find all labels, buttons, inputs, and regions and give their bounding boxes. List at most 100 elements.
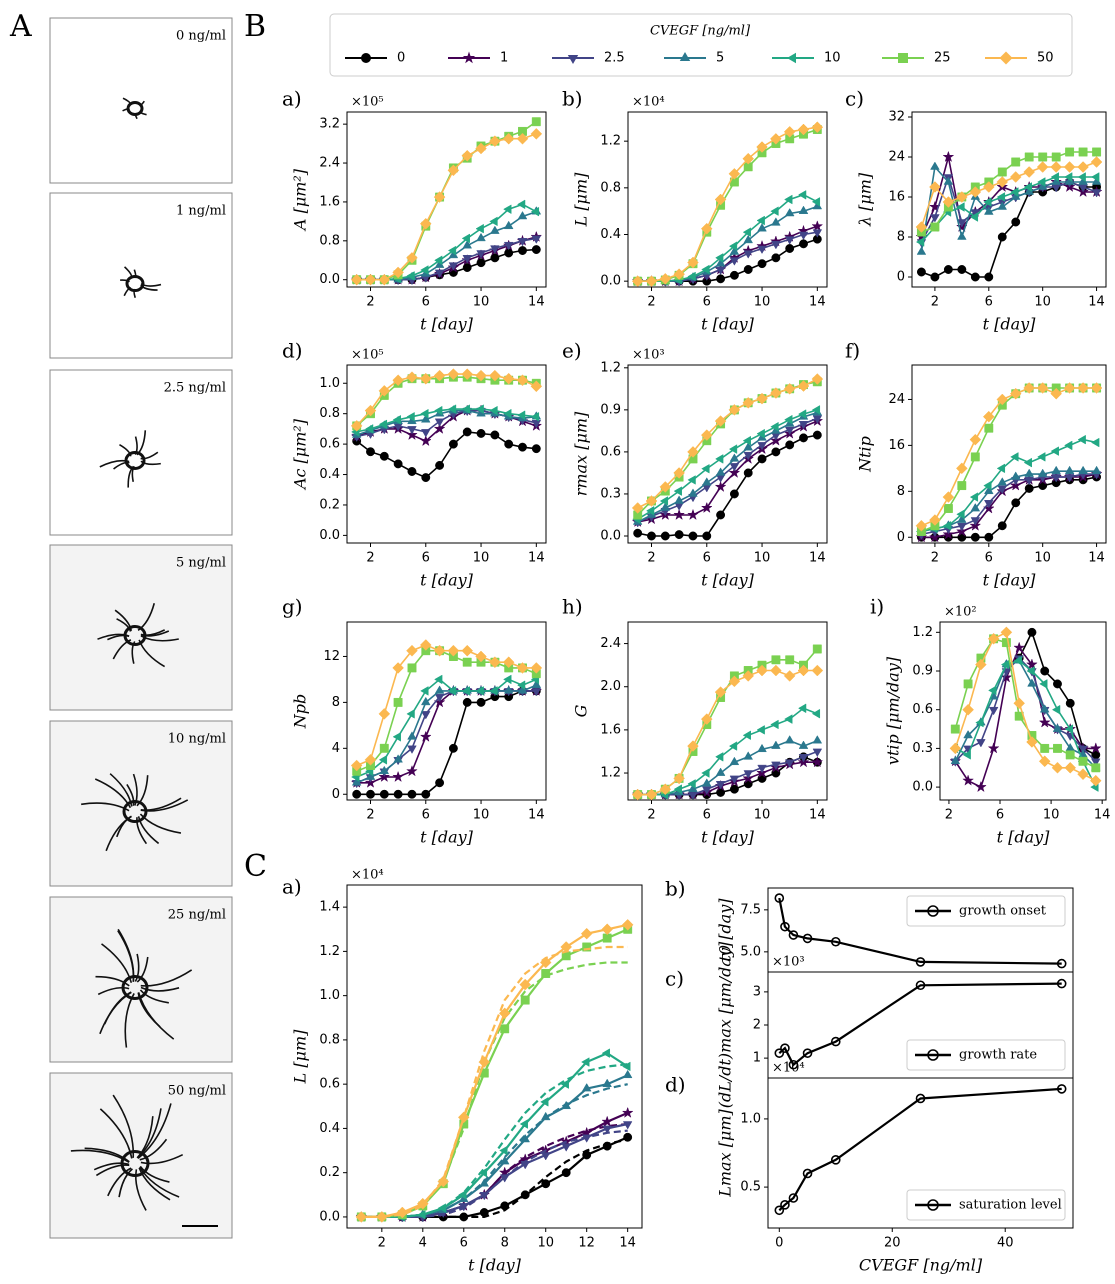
- marker: [987, 632, 1000, 645]
- axis-offset: ×10⁴: [772, 1061, 805, 1076]
- marker: [561, 1143, 572, 1152]
- x-tick-label: 2: [647, 295, 655, 310]
- marker: [788, 930, 799, 940]
- sprout: [114, 609, 133, 631]
- marker: [406, 411, 415, 422]
- y-tick-label: 2.0: [600, 679, 621, 694]
- plot-frame: [911, 364, 1107, 544]
- marker: [962, 750, 971, 760]
- marker: [1010, 187, 1019, 197]
- marker: [1078, 756, 1088, 766]
- marker: [757, 454, 767, 464]
- y-tick-label: 24: [888, 392, 905, 407]
- marker: [1090, 156, 1103, 168]
- sprout: [70, 1149, 130, 1164]
- marker: [1050, 446, 1059, 456]
- y-tick-label: 0.0: [600, 274, 621, 289]
- marker: [365, 424, 374, 434]
- sprout: [112, 1094, 135, 1158]
- marker: [756, 428, 765, 439]
- sprout: [97, 986, 130, 996]
- marker: [997, 477, 1008, 486]
- marker: [364, 273, 377, 286]
- marker: [1056, 1084, 1067, 1094]
- marker: [1026, 666, 1035, 676]
- sprout: [140, 635, 179, 642]
- x-tick-label: 10: [1034, 551, 1051, 566]
- marker: [475, 142, 487, 155]
- sprout: [81, 802, 130, 812]
- marker: [1023, 166, 1036, 178]
- cell-sketch: [81, 773, 189, 852]
- sprout: [140, 460, 161, 466]
- y-axis-label: Ac [μm²]: [291, 418, 310, 491]
- marker: [516, 662, 529, 674]
- sprout: [140, 986, 180, 992]
- x-tick-label: 2: [931, 295, 939, 310]
- y-axis-label: G: [572, 704, 591, 717]
- marker: [743, 779, 753, 789]
- axis-offset: ×10⁵: [351, 348, 384, 363]
- marker: [1038, 716, 1051, 728]
- marker: [811, 220, 824, 232]
- marker: [997, 521, 1007, 531]
- marker: [1023, 457, 1032, 468]
- marker: [802, 1168, 813, 1179]
- marker: [714, 415, 727, 427]
- marker: [392, 266, 404, 279]
- marker: [462, 697, 472, 707]
- sprout: [131, 641, 136, 664]
- marker: [378, 754, 388, 765]
- y-tick-label: 1.0: [319, 376, 340, 391]
- y-tick-label: 0: [897, 530, 905, 545]
- marker: [728, 444, 738, 454]
- marker: [728, 466, 741, 478]
- marker: [930, 161, 940, 170]
- legend-box: [906, 1039, 1066, 1071]
- marker: [688, 488, 698, 497]
- sprout: [136, 817, 148, 845]
- y-tick-label: 0.9: [912, 664, 933, 679]
- plot-frame: [346, 111, 547, 288]
- sprout: [95, 1164, 130, 1177]
- sprout: [107, 1167, 132, 1197]
- sprout: [140, 969, 193, 987]
- marker: [457, 1111, 470, 1124]
- marker: [1014, 711, 1024, 721]
- marker: [378, 273, 391, 286]
- sprout: [139, 813, 182, 834]
- marker: [478, 1167, 488, 1178]
- marker: [830, 1036, 841, 1047]
- y-tick-label: 0.5: [740, 1180, 761, 1195]
- marker: [942, 196, 955, 208]
- x-tick-label: 6: [460, 1236, 468, 1251]
- series-line: [778, 982, 1062, 1067]
- marker: [392, 414, 401, 425]
- marker: [645, 788, 658, 801]
- legend-marker: [567, 55, 579, 64]
- marker: [502, 372, 515, 385]
- panel-label: b): [665, 877, 686, 901]
- y-tick-label: 12: [323, 649, 340, 664]
- x-tick-label: 4: [419, 1236, 427, 1251]
- marker: [621, 919, 634, 931]
- x-axis-label: t [day]: [997, 828, 1051, 847]
- marker: [1000, 626, 1013, 639]
- marker: [489, 686, 498, 696]
- marker: [929, 181, 941, 193]
- marker: [970, 502, 981, 512]
- marker: [461, 233, 470, 244]
- x-tick-label: 10: [473, 295, 490, 310]
- marker: [531, 117, 541, 127]
- marker: [631, 502, 644, 514]
- marker: [729, 784, 739, 794]
- marker: [729, 246, 740, 255]
- marker: [437, 1175, 450, 1188]
- marker: [416, 1197, 429, 1210]
- x-tick-label: 10: [754, 551, 771, 566]
- x-axis-label: t [day]: [420, 828, 474, 847]
- x-axis-label: t [day]: [701, 571, 755, 590]
- legend-label: 0: [397, 51, 405, 66]
- marker: [366, 789, 375, 799]
- marker: [516, 132, 529, 145]
